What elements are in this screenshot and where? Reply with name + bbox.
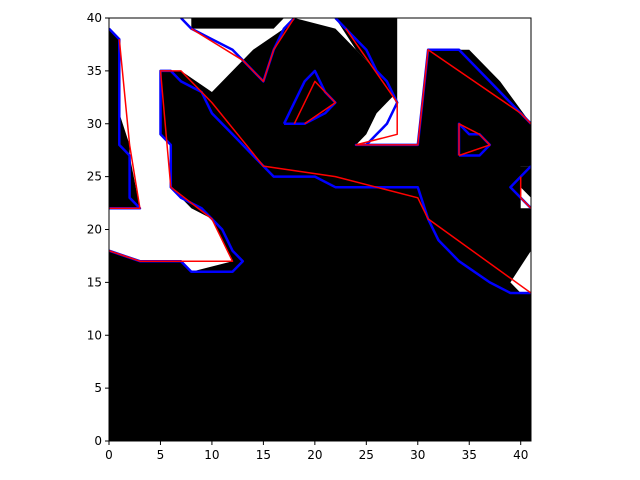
simplified-contour-line xyxy=(190,18,295,83)
y-tick-label: 0 xyxy=(94,434,102,448)
black-region xyxy=(191,18,284,29)
white-region xyxy=(109,18,531,272)
y-tick-label: 40 xyxy=(87,11,102,25)
y-tick-label: 20 xyxy=(87,223,102,237)
y-tick-label: 25 xyxy=(87,170,102,184)
black-region xyxy=(109,28,140,209)
y-tick-label: 30 xyxy=(87,117,102,131)
x-tick-label: 35 xyxy=(462,448,477,462)
simplified-contour-line xyxy=(345,28,531,146)
x-tick-label: 20 xyxy=(307,448,322,462)
y-tick-label: 10 xyxy=(87,328,102,342)
simplified-contour-line xyxy=(293,80,337,125)
x-axis: 0 5 10 15 20 25 30 35 40 xyxy=(105,441,528,462)
x-tick-label: 10 xyxy=(204,448,219,462)
x-tick-label: 5 xyxy=(157,448,165,462)
y-tick-label: 35 xyxy=(87,64,102,78)
simplified-contour-line xyxy=(519,176,531,209)
x-tick-label: 40 xyxy=(513,448,528,462)
x-tick-label: 30 xyxy=(410,448,425,462)
y-axis: 0 5 10 15 20 25 30 35 40 xyxy=(87,11,109,448)
simplified-contours xyxy=(109,18,531,294)
x-tick-label: 0 xyxy=(105,448,113,462)
black-region xyxy=(335,18,398,103)
simplified-contour-line xyxy=(109,39,141,210)
y-tick-label: 15 xyxy=(87,275,102,289)
simplified-contour-line xyxy=(458,123,491,157)
x-tick-label: 15 xyxy=(256,448,271,462)
simplified-contour-line xyxy=(109,70,531,294)
plot-area xyxy=(109,18,531,441)
black-region xyxy=(242,70,264,82)
y-tick-label: 5 xyxy=(94,381,102,395)
black-region xyxy=(109,70,531,441)
x-tick-label: 25 xyxy=(359,448,374,462)
